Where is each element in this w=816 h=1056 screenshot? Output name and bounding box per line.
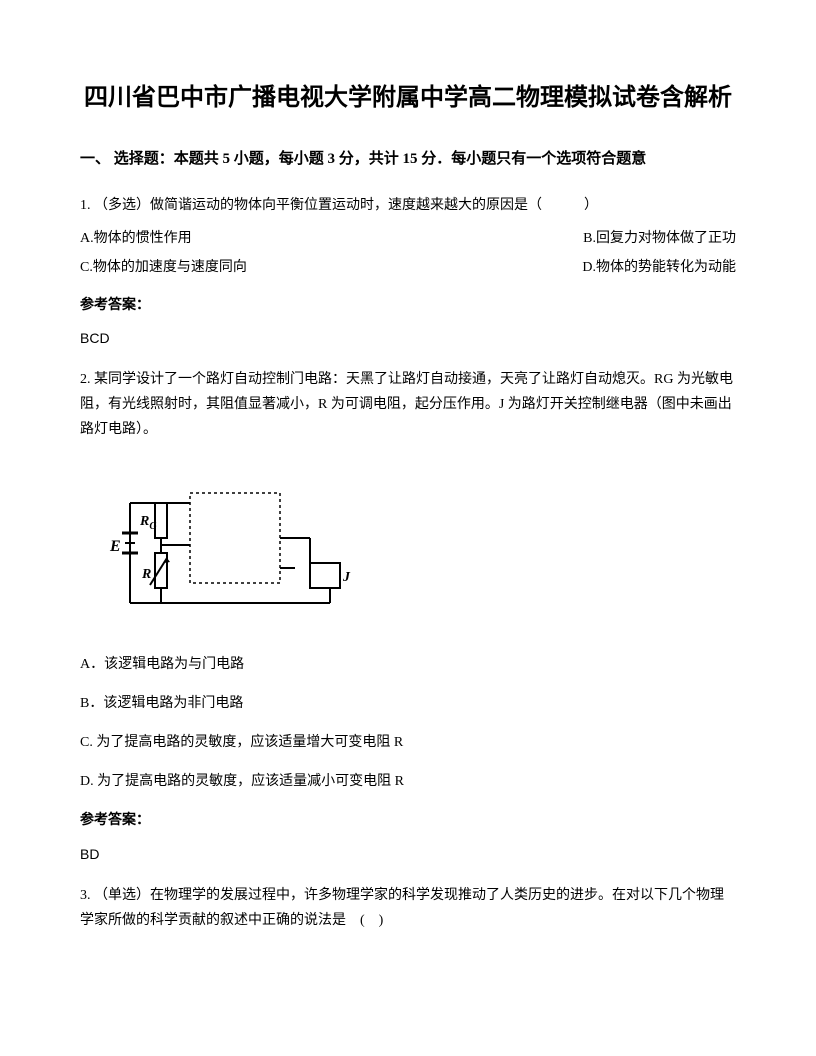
q2-option-a: A．该逻辑电路为与门电路	[80, 652, 736, 677]
q3-body: （单选）在物理学的发展过程中，许多物理学家的科学发现推动了人类历史的进步。在对以…	[80, 888, 724, 928]
q2-option-b: B．该逻辑电路为非门电路	[80, 691, 736, 716]
q2-body: 某同学设计了一个路灯自动控制门电路：天黑了让路灯自动接通，天亮了让路灯自动熄灭。…	[80, 372, 733, 437]
label-E: E	[109, 538, 121, 555]
q2-option-c: C. 为了提高电路的灵敏度，应该适量增大可变电阻 R	[80, 730, 736, 755]
q3-text: 3. （单选）在物理学的发展过程中，许多物理学家的科学发现推动了人类历史的进步。…	[80, 883, 736, 933]
q1-answer-label: 参考答案：	[80, 293, 736, 318]
q1-option-b: B.回复力对物体做了正功	[583, 226, 736, 251]
q2-answer-label: 参考答案：	[80, 808, 736, 833]
q1-body: （多选）做简谐运动的物体向平衡位置运动时，速度越来越大的原因是（ ）	[94, 198, 598, 213]
q1-text: 1. （多选）做简谐运动的物体向平衡位置运动时，速度越来越大的原因是（ ）	[80, 193, 736, 218]
q2-number: 2.	[80, 372, 91, 387]
question-1: 1. （多选）做简谐运动的物体向平衡位置运动时，速度越来越大的原因是（ ） A.…	[80, 193, 736, 351]
q1-number: 1.	[80, 198, 91, 213]
label-R: R	[141, 567, 151, 582]
circuit-diagram: E RG R	[100, 463, 736, 632]
q1-option-a: A.物体的惯性作用	[80, 226, 192, 251]
label-RG-sub: G	[149, 521, 157, 532]
circuit-svg: E RG R	[100, 463, 360, 623]
exam-title: 四川省巴中市广播电视大学附属中学高二物理模拟试卷含解析	[80, 80, 736, 116]
question-2: 2. 某同学设计了一个路灯自动控制门电路：天黑了让路灯自动接通，天亮了让路灯自动…	[80, 367, 736, 867]
q1-option-d: D.物体的势能转化为动能	[582, 255, 736, 280]
label-RG: R	[139, 514, 149, 529]
q2-text: 2. 某同学设计了一个路灯自动控制门电路：天黑了让路灯自动接通，天亮了让路灯自动…	[80, 367, 736, 443]
section-one-header: 一、 选择题：本题共 5 小题，每小题 3 分，共计 15 分．每小题只有一个选…	[80, 146, 736, 173]
q2-answer: BD	[80, 842, 736, 867]
question-3: 3. （单选）在物理学的发展过程中，许多物理学家的科学发现推动了人类历史的进步。…	[80, 883, 736, 933]
q1-answer: BCD	[80, 326, 736, 351]
q1-option-c: C.物体的加速度与速度同向	[80, 255, 247, 280]
label-J: J	[342, 570, 351, 585]
q3-number: 3.	[80, 888, 91, 903]
q2-option-d: D. 为了提高电路的灵敏度，应该适量减小可变电阻 R	[80, 769, 736, 794]
